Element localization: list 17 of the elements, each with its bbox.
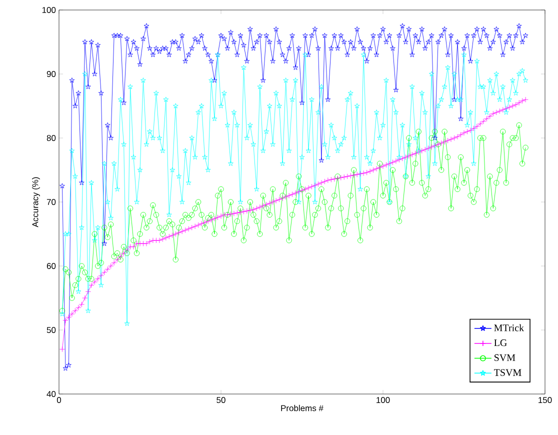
y-tick-label: 60 (46, 262, 56, 270)
y-tick-label: 90 (46, 70, 56, 77)
y-axis-title: Accuracy (%) (32, 177, 40, 228)
x-tick-label: 50 (216, 397, 226, 404)
x-axis-title: Problems # (281, 404, 324, 412)
legend-label: SVM (494, 354, 516, 362)
x-tick-label: 100 (376, 397, 390, 404)
legend-label: MTrick (494, 324, 524, 332)
y-tick-label: 70 (46, 198, 56, 206)
x-tick-label: 150 (538, 397, 552, 404)
y-tick-label: 40 (46, 390, 56, 398)
y-tick-label: 80 (46, 134, 56, 142)
x-tick-label: 0 (56, 397, 62, 404)
y-tick-label: 50 (46, 326, 56, 334)
y-tick-label: 100 (42, 6, 56, 13)
legend-label: LG (494, 339, 507, 346)
legend-label: TSVM (494, 369, 522, 376)
